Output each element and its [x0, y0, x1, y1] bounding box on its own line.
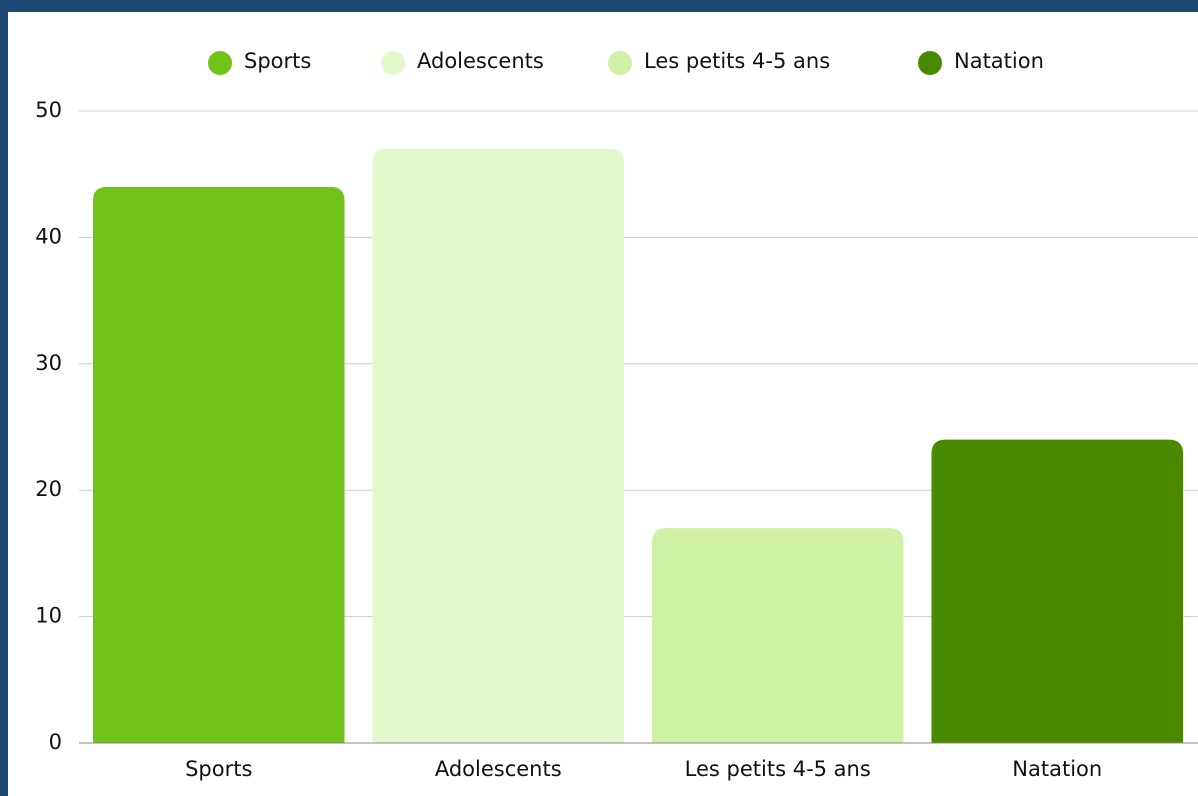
x-tick-label: Adolescents: [435, 757, 562, 781]
y-tick-label: 20: [35, 477, 62, 501]
legend-marker: [208, 51, 232, 75]
x-tick-label: Les petits 4-5 ans: [685, 757, 871, 781]
bar: [931, 439, 1184, 743]
legend-label: Natation: [954, 49, 1044, 73]
legend-marker: [608, 51, 632, 75]
legend-label: Les petits 4-5 ans: [644, 49, 830, 73]
legend-label: Sports: [244, 49, 311, 73]
y-tick-label: 50: [35, 98, 62, 122]
bar: [651, 528, 904, 743]
x-tick-label: Natation: [1012, 757, 1102, 781]
y-tick-label: 0: [49, 730, 62, 754]
legend-marker: [918, 51, 942, 75]
bar: [92, 186, 345, 744]
x-tick-label: Sports: [185, 757, 252, 781]
y-tick-label: 10: [35, 604, 62, 628]
legend-marker: [381, 51, 405, 75]
y-tick-label: 30: [35, 351, 62, 375]
y-tick-label: 40: [35, 224, 62, 248]
bar: [372, 148, 625, 744]
legend-label: Adolescents: [417, 49, 544, 73]
